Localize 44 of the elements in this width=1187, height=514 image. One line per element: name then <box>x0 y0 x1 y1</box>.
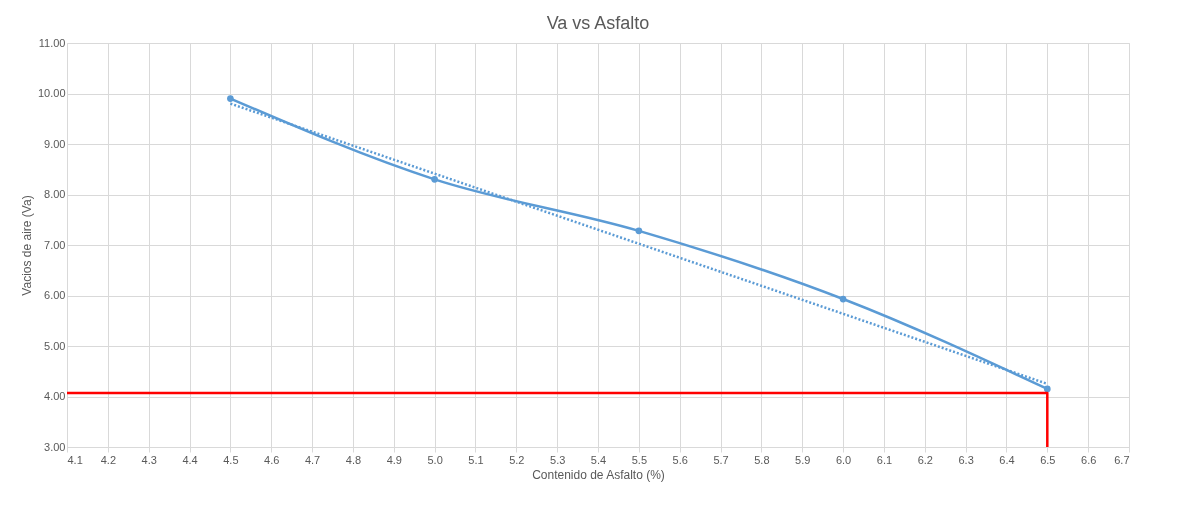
y-tick-label: 8.00 <box>44 188 66 200</box>
y-tick-label: 6.00 <box>44 289 66 301</box>
x-tick-label: 6.3 <box>958 453 974 466</box>
x-tick-label: 5.6 <box>672 453 688 466</box>
x-tick-label: 6.0 <box>835 453 852 466</box>
x-tick-label: 5.4 <box>590 453 607 466</box>
y-tick-label: 11.00 <box>38 36 66 49</box>
x-axis-title: Contenido de Asfalto (%) <box>532 467 665 482</box>
point <box>635 227 643 235</box>
x-tick-label: 5.8 <box>754 453 770 466</box>
x-tick-label: 4.4 <box>182 453 198 466</box>
x-tick-label: 6.2 <box>917 453 933 466</box>
point <box>431 176 438 183</box>
y-tick-label: 4.00 <box>44 390 66 402</box>
x-tick-label: 6.1 <box>876 453 893 466</box>
y-tick-label: 5.00 <box>44 339 66 352</box>
x-tick-label: 6.4 <box>999 453 1015 466</box>
x-tick-label: 5.5 <box>631 453 647 466</box>
x-tick-label: 4.8 <box>345 453 362 466</box>
point <box>839 295 847 303</box>
point <box>1043 385 1051 393</box>
y-tick-label: 9.00 <box>44 137 66 150</box>
x-tick-label: 4.6 <box>264 453 280 466</box>
x-tick-label: 4.5 <box>223 453 239 466</box>
x-tick-label: 4.3 <box>141 453 157 466</box>
y-tick-label: 7.00 <box>44 238 66 251</box>
x-tick-label: 4.2 <box>100 453 116 466</box>
x-tick-label: 5.2 <box>509 453 525 466</box>
x-tick-label: 5.0 <box>427 453 443 466</box>
x-tick-label: 6.7 <box>1114 453 1130 466</box>
x-tick-label: 5.7 <box>713 453 729 466</box>
x-tick-label: 5.3 <box>550 453 566 466</box>
x-tick-label: 4.9 <box>386 453 402 466</box>
x-tick-label: 6.5 <box>1040 453 1056 466</box>
x-tick-label: 5.1 <box>468 453 484 466</box>
x-tick-label: 4.7 <box>304 453 321 466</box>
y-tick-label: 3.00 <box>44 440 66 453</box>
point <box>227 95 234 102</box>
y-axis-title: Vacios de aire (Va) <box>19 195 34 296</box>
x-tick-label: 5.9 <box>795 453 811 466</box>
chart-title: Va vs Asfalto <box>546 13 650 33</box>
y-tick-label: 10.00 <box>37 87 66 99</box>
x-tick-label: 6.6 <box>1081 453 1097 466</box>
x-tick-label: 4.1 <box>67 453 83 466</box>
